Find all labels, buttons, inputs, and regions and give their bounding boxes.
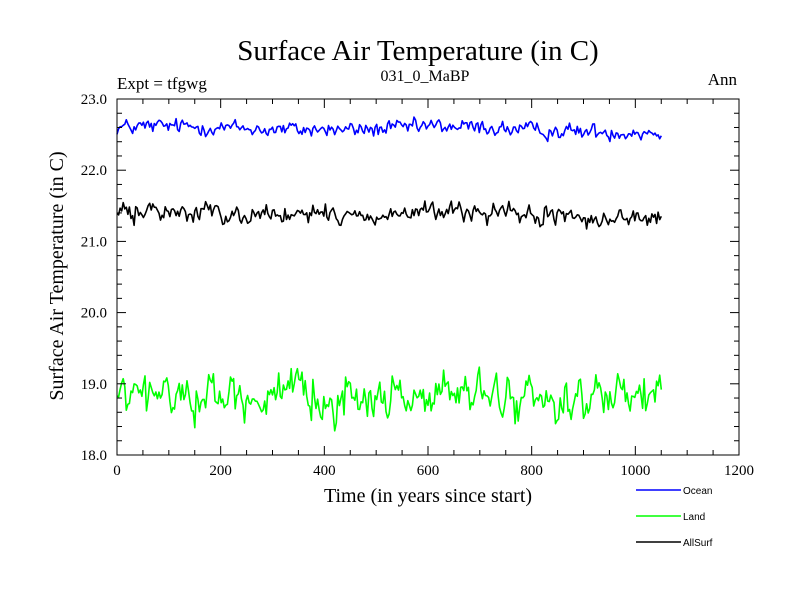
y-tick-label: 23.0 — [81, 92, 107, 108]
series-line-allsurf — [116, 200, 663, 230]
series-line-ocean — [116, 116, 663, 143]
legend-label-ocean: Ocean — [683, 486, 712, 497]
chart-title: Surface Air Temperature (in C) — [237, 35, 598, 67]
legend-label-allsurf: AllSurf — [683, 538, 713, 549]
legend: Ocean Land AllSurf — [636, 486, 713, 549]
x-tick-label: 1000 — [620, 463, 650, 479]
y-tick-label: 18.0 — [81, 448, 107, 464]
x-tick-label: 200 — [209, 463, 232, 479]
y-tick-label: 22.0 — [81, 163, 107, 179]
x-tick-label: 400 — [313, 463, 336, 479]
y-tick-label: 20.0 — [81, 306, 107, 322]
season-label: Ann — [708, 70, 738, 89]
series-layer — [116, 116, 663, 432]
x-tick-label: 1200 — [724, 463, 754, 479]
y-tick-label: 19.0 — [81, 377, 107, 393]
x-tick-label: 800 — [520, 463, 543, 479]
x-axis-label: Time (in years since start) — [324, 485, 532, 507]
x-tick-label: 600 — [417, 463, 440, 479]
x-tick-label: 0 — [113, 463, 121, 479]
series-line-land — [116, 366, 663, 432]
y-axis-label: Surface Air Temperature (in C) — [46, 151, 68, 400]
y-tick-label: 21.0 — [81, 234, 107, 250]
chart-subtitle: 031_0_MaBP — [381, 68, 470, 85]
legend-label-land: Land — [683, 512, 705, 523]
experiment-label: Expt = tfgwg — [117, 74, 207, 93]
axis-layer: 0 200 400 600 800 1000 1200 18.0 19.0 20.0 21.0 22.… — [81, 92, 754, 479]
